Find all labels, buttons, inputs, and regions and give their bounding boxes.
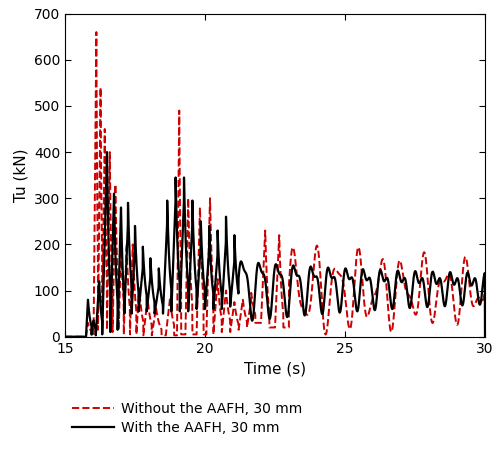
With the AAFH, 30 mm xyxy=(482,334,488,339)
Without the AAFH, 30 mm xyxy=(264,276,270,281)
With the AAFH, 30 mm xyxy=(264,294,270,299)
X-axis label: Time (s): Time (s) xyxy=(244,361,306,376)
Line: Without the AAFH, 30 mm: Without the AAFH, 30 mm xyxy=(65,32,485,337)
With the AAFH, 30 mm xyxy=(463,275,469,281)
Y-axis label: Tu (kN): Tu (kN) xyxy=(13,148,28,202)
Without the AAFH, 30 mm xyxy=(146,307,152,313)
Without the AAFH, 30 mm xyxy=(202,332,207,337)
With the AAFH, 30 mm xyxy=(104,149,110,155)
With the AAFH, 30 mm xyxy=(62,334,68,339)
Without the AAFH, 30 mm xyxy=(463,255,469,261)
With the AAFH, 30 mm xyxy=(317,296,323,302)
With the AAFH, 30 mm xyxy=(230,281,235,286)
Line: With the AAFH, 30 mm: With the AAFH, 30 mm xyxy=(65,152,485,337)
With the AAFH, 30 mm xyxy=(146,288,152,294)
Without the AAFH, 30 mm xyxy=(62,334,68,339)
Without the AAFH, 30 mm xyxy=(317,267,323,272)
Without the AAFH, 30 mm xyxy=(230,314,235,320)
Legend: Without the AAFH, 30 mm, With the AAFH, 30 mm: Without the AAFH, 30 mm, With the AAFH, … xyxy=(72,402,302,435)
With the AAFH, 30 mm xyxy=(202,286,207,291)
Without the AAFH, 30 mm xyxy=(94,30,100,35)
Without the AAFH, 30 mm xyxy=(482,334,488,339)
